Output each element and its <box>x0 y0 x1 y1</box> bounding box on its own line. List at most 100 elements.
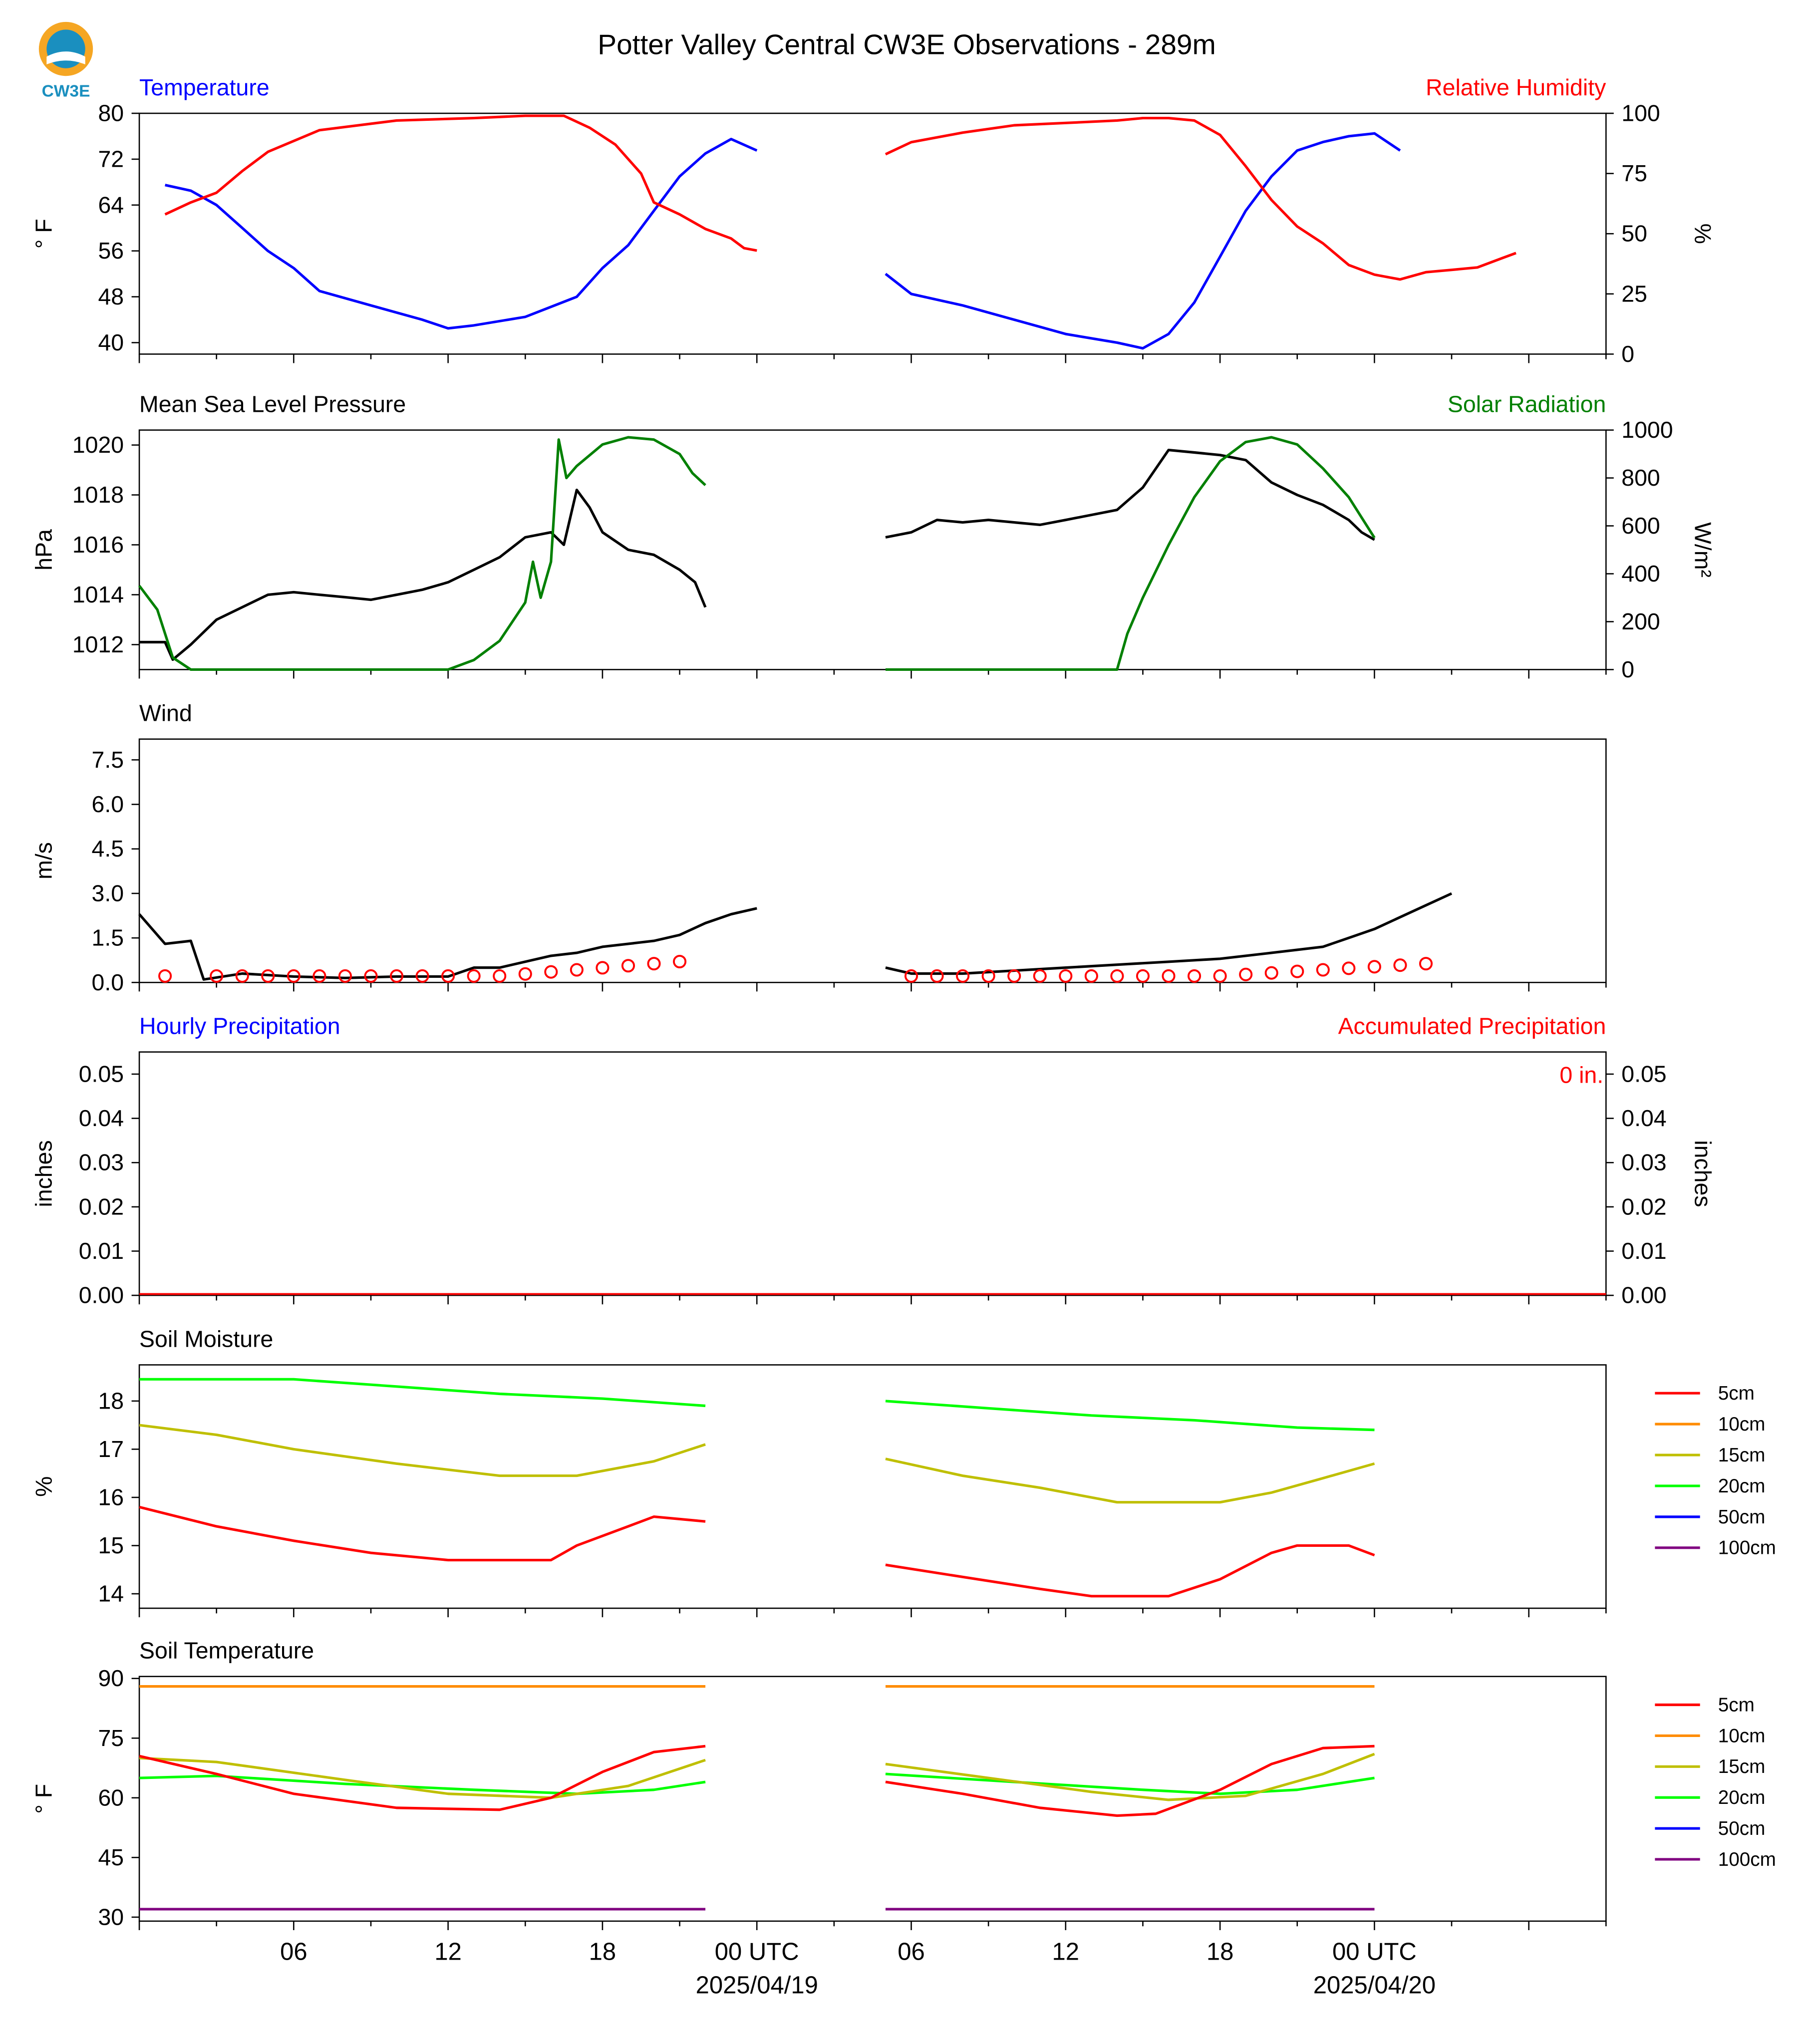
panel-2: Mean Sea Level Pressure Solar Radiation 10… <box>31 391 1716 682</box>
plot-frame <box>138 1051 1607 1296</box>
series-line-solar-radiation <box>138 436 706 671</box>
panels: Temperature Relative Humidity 80 72 64 56 48 40… <box>31 74 1776 1999</box>
y-tick-label-right: 0.01 <box>1621 1238 1666 1264</box>
wind-barb-calm-icon <box>930 969 944 983</box>
y-tick-label-right: 0.04 <box>1621 1105 1666 1131</box>
series-line-solar-radiation <box>885 436 1376 671</box>
series-line-15cm <box>139 1756 706 1799</box>
panel-title-right: Relative Humidity <box>1426 74 1606 100</box>
series-line-mean-sea-level-pressure <box>885 449 1375 541</box>
wind-barb-calm-icon <box>210 969 224 983</box>
x-tick-label: 12 <box>434 1938 462 1965</box>
y-tick-label-right: 0.00 <box>1621 1282 1666 1308</box>
wind-barb-calm-icon <box>338 969 352 983</box>
y-axis-label-left: ° F <box>31 219 57 249</box>
y-tick-label-left: 1020 <box>72 432 124 458</box>
y-axis-label-left: hPa <box>31 529 57 571</box>
y-tick-label-right: 0 <box>1621 656 1634 682</box>
logo-wave-icon <box>46 51 85 64</box>
y-tick-label-left: 3.0 <box>92 880 124 906</box>
x-date-label: 2025/04/19 <box>696 1972 818 1999</box>
logo-drop-icon <box>46 29 85 68</box>
y-tick-label-left: 0.02 <box>79 1193 124 1219</box>
legend-label: 5cm <box>1718 1383 1755 1404</box>
panel-4: Hourly Precipitation Accumulated Precipit… <box>31 1013 1716 1308</box>
y-tick-label-left: 75 <box>98 1725 124 1751</box>
panel-3: Wind 7.5 6.0 4.5 3.0 1.5 0.0 m/s <box>31 700 1607 995</box>
wind-barb-calm-icon <box>1162 969 1176 983</box>
figure-title: Potter Valley Central CW3E Observations … <box>598 29 1215 60</box>
series-line-wind <box>138 907 757 981</box>
y-tick-label-left: 1016 <box>72 532 124 558</box>
wind-barb-calm-icon <box>1213 969 1227 983</box>
wind-barb-calm-icon <box>1342 961 1356 975</box>
y-tick-label-left: 14 <box>98 1581 124 1607</box>
series-line-mean-sea-level-pressure <box>139 488 707 661</box>
x-tick-label: 00 UTC <box>715 1938 799 1965</box>
legend-label: 10cm <box>1718 1725 1766 1746</box>
y-tick-label-left: 45 <box>98 1844 124 1870</box>
legend-label: 15cm <box>1718 1445 1766 1466</box>
y-tick-label-left: 0.01 <box>79 1238 124 1264</box>
y-tick-label-right: 0.03 <box>1621 1150 1666 1175</box>
y-tick-label-left: 60 <box>98 1784 124 1810</box>
y-tick-label-right: 400 <box>1621 561 1660 586</box>
wind-barb-calm-icon <box>1393 958 1407 972</box>
panel-title-right: Solar Radiation <box>1448 391 1606 417</box>
y-tick-label-left: 0.0 <box>92 969 124 995</box>
logo-text: CW3E <box>42 82 90 100</box>
wind-barb-calm-icon <box>1084 969 1098 983</box>
wind-barb-calm-icon <box>1110 969 1124 983</box>
y-axis-label-left: ° F <box>31 1784 57 1814</box>
wind-barb-calm-icon <box>287 969 301 983</box>
y-tick-label-left: 6.0 <box>92 791 124 817</box>
panel-1: Temperature Relative Humidity 80 72 64 56 48 40… <box>31 74 1716 367</box>
panel-5: Soil Moisture 18 17 16 15 14% 5cm 10cm 15cm 20cm 5… <box>31 1326 1776 1618</box>
wind-barb-calm-icon <box>493 969 507 983</box>
y-tick-label-right: 200 <box>1621 608 1660 634</box>
series-line-15cm <box>885 1752 1375 1801</box>
y-axis-label-left: m/s <box>31 842 57 879</box>
y-tick-label-left: 18 <box>98 1388 124 1414</box>
y-tick-label-right: 25 <box>1621 281 1647 306</box>
y-axis-label-right: W/m² <box>1690 522 1716 578</box>
plot-frame <box>138 429 1607 670</box>
wind-barb-calm-icon <box>904 969 918 983</box>
y-tick-label-left: 0.00 <box>79 1282 124 1308</box>
y-tick-label-left: 0.03 <box>79 1150 124 1175</box>
y-tick-label-left: 4.5 <box>92 836 124 862</box>
legend-label: 50cm <box>1718 1818 1766 1839</box>
plot-frame <box>138 112 1607 355</box>
y-tick-label-left: 56 <box>98 238 124 264</box>
series-line-temperature <box>165 138 758 330</box>
series-line-5cm <box>139 1744 706 1811</box>
wind-barb-calm-icon <box>981 969 995 983</box>
panel-title-left: Soil Moisture <box>139 1326 273 1352</box>
y-tick-label-left: 17 <box>98 1436 124 1462</box>
panel-6: Soil Temperature 90 75 60 45 30 ° F 5cm 10cm 15cm… <box>31 1638 1776 1930</box>
y-axis-label-right: inches <box>1690 1140 1716 1207</box>
y-tick-label-right: 75 <box>1621 160 1647 186</box>
wind-barb-calm-icon <box>441 969 455 983</box>
wind-barb-calm-icon <box>415 969 429 983</box>
y-tick-label-left: 1012 <box>72 631 124 657</box>
legend-label: 15cm <box>1718 1756 1766 1777</box>
wind-barb-calm-icon <box>1033 969 1047 983</box>
y-tick-label-right: 0.05 <box>1621 1061 1666 1087</box>
y-tick-label-left: 64 <box>98 192 124 218</box>
plot-frame <box>138 1364 1607 1609</box>
panel-title-left: Mean Sea Level Pressure <box>139 391 406 417</box>
wind-barb-calm-icon <box>1367 960 1381 974</box>
x-date-label: 2025/04/20 <box>1313 1972 1436 1999</box>
y-tick-label-left: 80 <box>98 100 124 126</box>
wind-barb-calm-icon <box>1059 969 1073 983</box>
series-line-5cm <box>885 1744 1375 1817</box>
legend-label: 10cm <box>1718 1414 1766 1435</box>
y-tick-label-left: 0.04 <box>79 1105 124 1131</box>
legend-label: 100cm <box>1718 1537 1776 1559</box>
wind-barb-calm-icon <box>1290 964 1304 978</box>
wind-barb-calm-icon <box>158 969 172 983</box>
panel-title-left: Soil Temperature <box>139 1638 314 1664</box>
series-line-20cm <box>885 1400 1375 1432</box>
